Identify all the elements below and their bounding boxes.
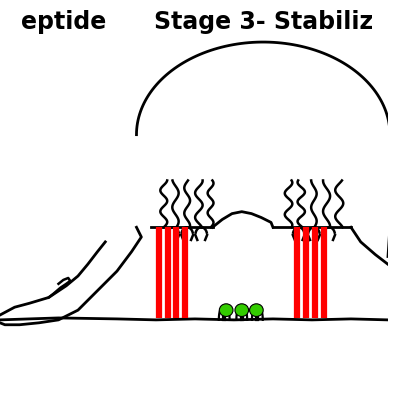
Ellipse shape: [219, 304, 233, 316]
Text: eptide: eptide: [21, 10, 106, 34]
Text: Stage 3- Stabiliz: Stage 3- Stabiliz: [154, 10, 373, 34]
Ellipse shape: [250, 304, 263, 316]
Ellipse shape: [235, 304, 249, 316]
